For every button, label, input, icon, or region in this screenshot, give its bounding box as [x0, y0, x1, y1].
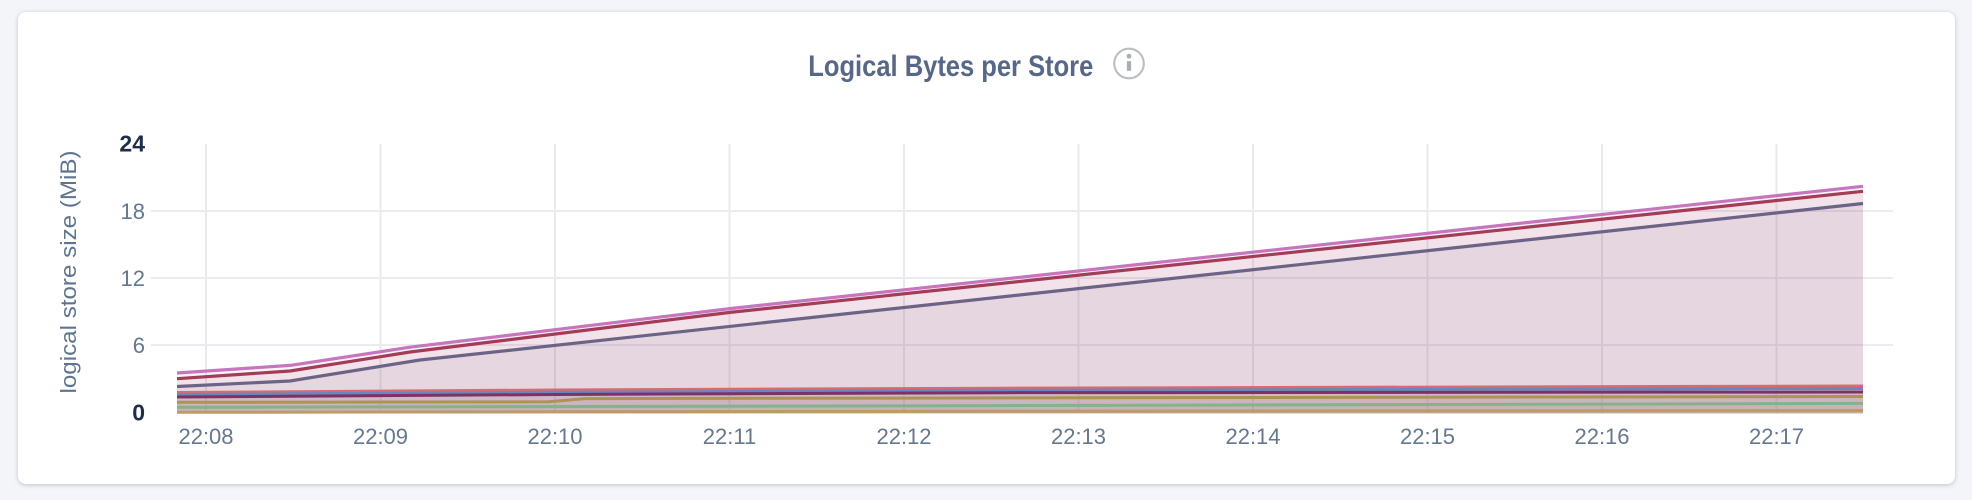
svg-text:logical store size (MiB): logical store size (MiB) — [56, 151, 81, 394]
svg-text:22:11: 22:11 — [703, 424, 756, 449]
svg-text:22:14: 22:14 — [1225, 424, 1280, 449]
svg-text:6: 6 — [133, 333, 145, 358]
svg-text:22:10: 22:10 — [527, 424, 582, 449]
svg-text:12: 12 — [121, 266, 145, 291]
svg-text:22:13: 22:13 — [1051, 424, 1106, 449]
svg-text:22:16: 22:16 — [1574, 424, 1629, 449]
svg-text:22:17: 22:17 — [1749, 424, 1804, 449]
svg-text:0: 0 — [132, 400, 145, 426]
svg-text:24: 24 — [119, 131, 145, 157]
svg-text:22:08: 22:08 — [178, 424, 233, 449]
svg-text:22:09: 22:09 — [353, 424, 408, 449]
svg-text:18: 18 — [121, 199, 145, 224]
svg-text:22:15: 22:15 — [1400, 424, 1455, 449]
svg-text:22:12: 22:12 — [876, 424, 931, 449]
svg-text:Logical Bytes per Store: Logical Bytes per Store — [808, 50, 1093, 83]
